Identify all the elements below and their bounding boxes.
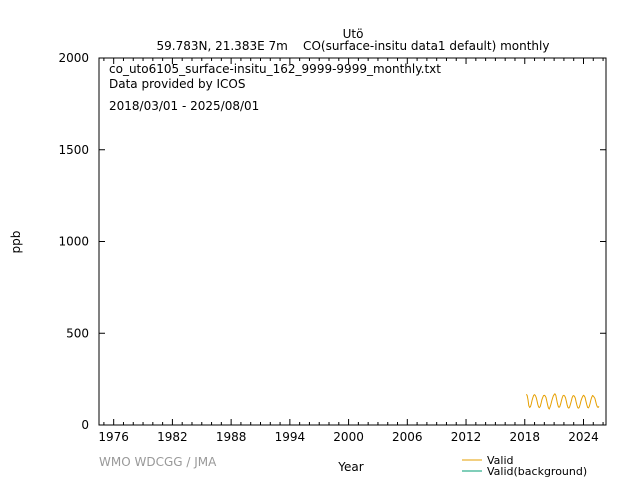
legend: Valid Valid(background) [462,454,587,478]
plot-area [98,57,607,426]
y-tick-label: 1500 [58,143,89,157]
y-tick-label: 1000 [58,235,89,249]
y-tick-label: 0 [81,418,89,432]
annotation-period: 2018/03/01 - 2025/08/01 [109,99,259,113]
chart-title-station: Utö [343,27,364,41]
footer-credit: WMO WDCGG / JMA [99,455,217,469]
x-tick-label: 1982 [157,430,188,444]
x-tick-label: 2018 [509,430,540,444]
annotation-filename: co_uto6105_surface-insitu_162_9999-9999_… [109,62,441,76]
x-tick-label: 1988 [216,430,247,444]
x-tick-label: 1994 [275,430,306,444]
x-axis: 1976 1982 1988 1994 2000 2006 2012 2018 2024 [98,58,604,444]
annotation-provider: Data provided by ICOS [109,77,245,91]
y-tick-label: 2000 [58,51,89,65]
x-tick-label: 2006 [392,430,423,444]
series-layer [525,392,600,410]
x-tick-label: 2024 [568,430,599,444]
x-tick-label: 1976 [98,430,129,444]
x-tick-label: 2012 [451,430,482,444]
y-axis: 0 500 1000 1500 2000 [58,51,606,432]
y-tick-label: 500 [66,326,89,340]
x-axis-label: Year [337,460,363,474]
series-line-valid [525,392,600,410]
plot-border [98,57,607,426]
chart-subtitle: 59.783N, 21.383E 7m CO(surface-insitu da… [157,39,550,53]
legend-label-valid: Valid [487,454,514,467]
x-tick-label: 2000 [333,430,364,444]
legend-label-valid-background: Valid(background) [487,465,587,478]
y-axis-label: ppb [9,231,23,254]
